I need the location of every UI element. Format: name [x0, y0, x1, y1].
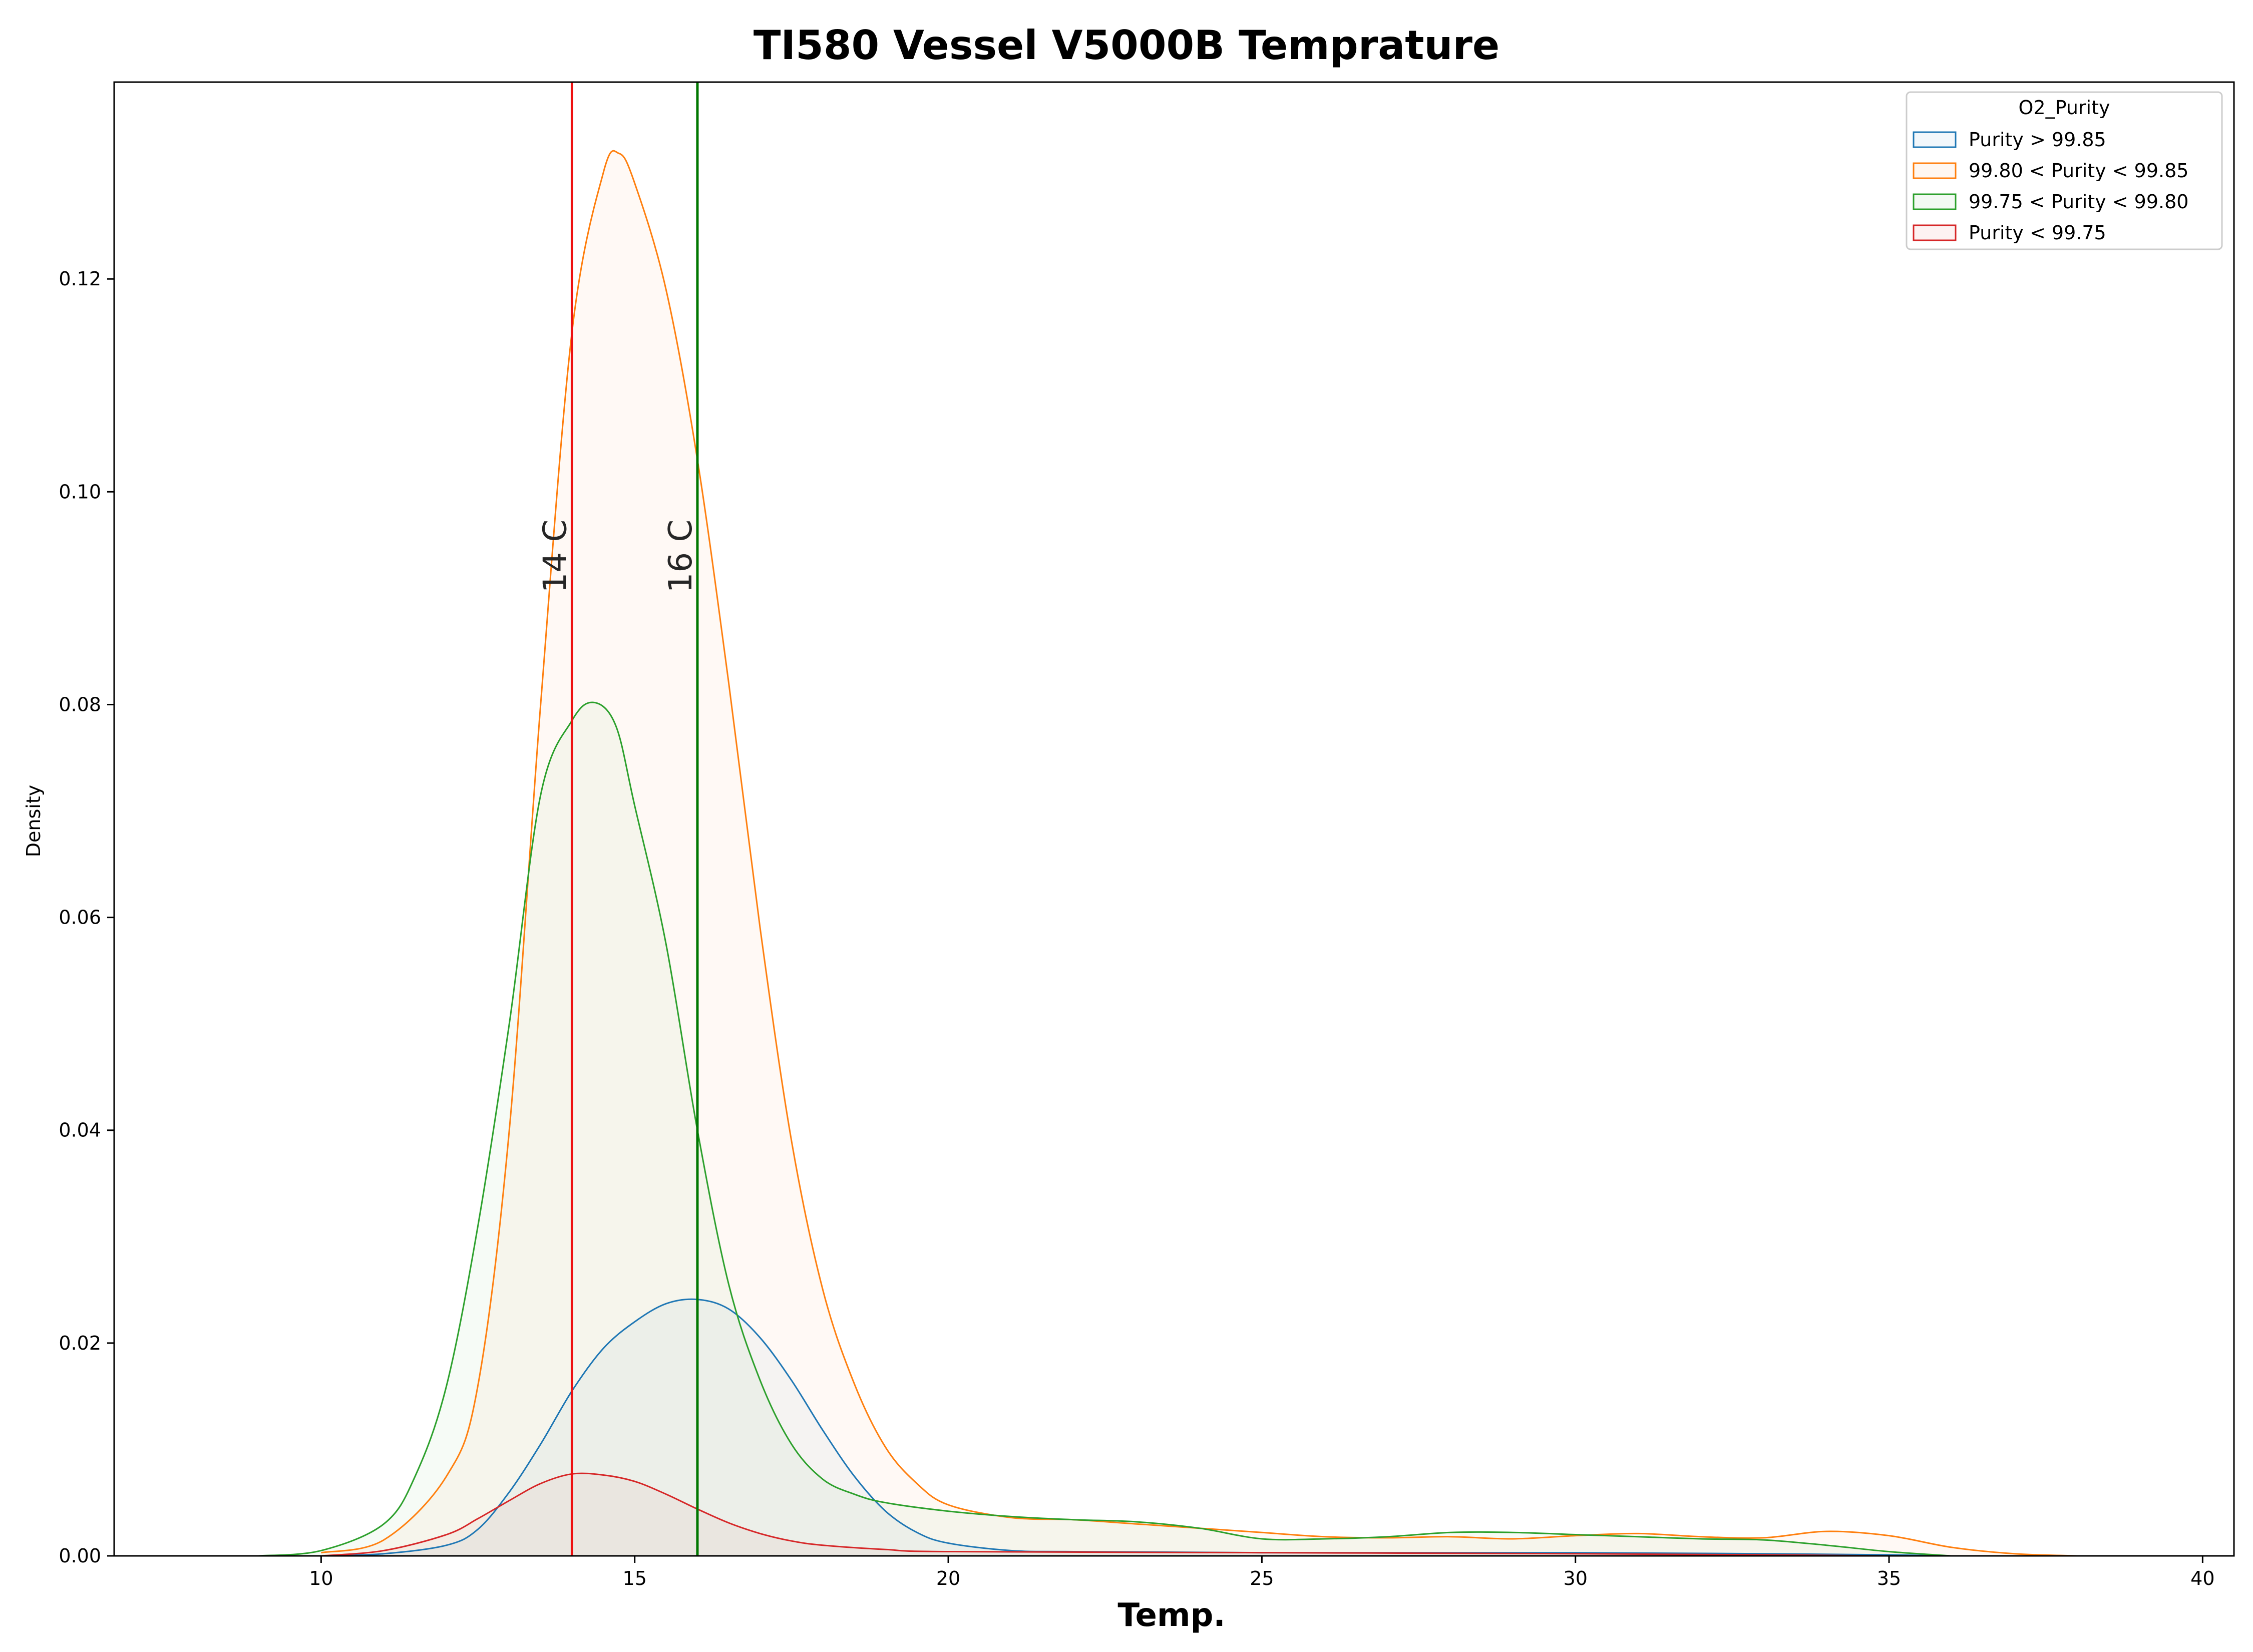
legend-label-1: 99.80 < Purity < 99.85 [1969, 160, 2188, 182]
vline-label-0: 14 C [537, 520, 574, 593]
y-tick-label-5: 0.10 [59, 481, 101, 503]
series-area-0 [321, 1299, 1952, 1556]
legend-swatch-1 [1913, 162, 1957, 179]
x-tick-label-4: 30 [1564, 1567, 1588, 1589]
x-tick-label-3: 25 [1250, 1567, 1274, 1589]
series-lines [258, 150, 2077, 1557]
y-tick-label-4: 0.08 [59, 693, 101, 715]
series-line-2 [258, 701, 1952, 1557]
legend-box [1906, 91, 2223, 250]
y-tick-label-0: 0.00 [59, 1545, 101, 1567]
legend-label-2: 99.75 < Purity < 99.80 [1969, 191, 2188, 213]
legend: O2_Purity Purity > 99.85 99.80 < Purity < … [1906, 91, 2223, 250]
series-line-0 [321, 1298, 1952, 1557]
legend-label-3: Purity < 99.75 [1969, 222, 2106, 244]
y-axis-label: Density [23, 785, 45, 857]
y-tick-label-1: 0.02 [59, 1332, 101, 1354]
series-line-3 [321, 1472, 1890, 1557]
plot-area: 14 C 16 C 10 15 20 25 30 35 40 0.00 0.02 0.04 0.06 0.… [59, 81, 2235, 1589]
legend-swatch-3 [1913, 224, 1957, 241]
x-tick-label-0: 10 [309, 1567, 333, 1589]
legend-swatch-0 [1913, 131, 1957, 148]
x-tick-label-1: 15 [623, 1567, 647, 1589]
axes-background [114, 82, 2234, 1556]
x-tick-label-5: 35 [1877, 1567, 1901, 1589]
x-tick-label-2: 20 [936, 1567, 960, 1589]
y-tick-label-6: 0.12 [59, 268, 101, 290]
legend-label-0: Purity > 99.85 [1969, 129, 2106, 151]
legend-title: O2_Purity [2019, 97, 2110, 119]
x-tick-label-6: 40 [2190, 1567, 2214, 1589]
series-area-2 [258, 702, 1952, 1556]
series-area-3 [321, 1473, 1890, 1556]
x-axis-label: Temp. [1117, 1597, 1225, 1634]
axes-frame [113, 81, 2235, 1557]
y-tick-label-3: 0.06 [59, 907, 101, 929]
series-fills [258, 151, 2077, 1556]
series-line-1 [321, 150, 2077, 1557]
chart-title: TI580 Vessel V5000B Temprature [754, 22, 1499, 69]
vline-label-1: 16 C [662, 520, 699, 593]
series-area-1 [321, 151, 2077, 1556]
legend-swatch-2 [1913, 193, 1957, 210]
y-tick-label-2: 0.04 [59, 1119, 101, 1141]
